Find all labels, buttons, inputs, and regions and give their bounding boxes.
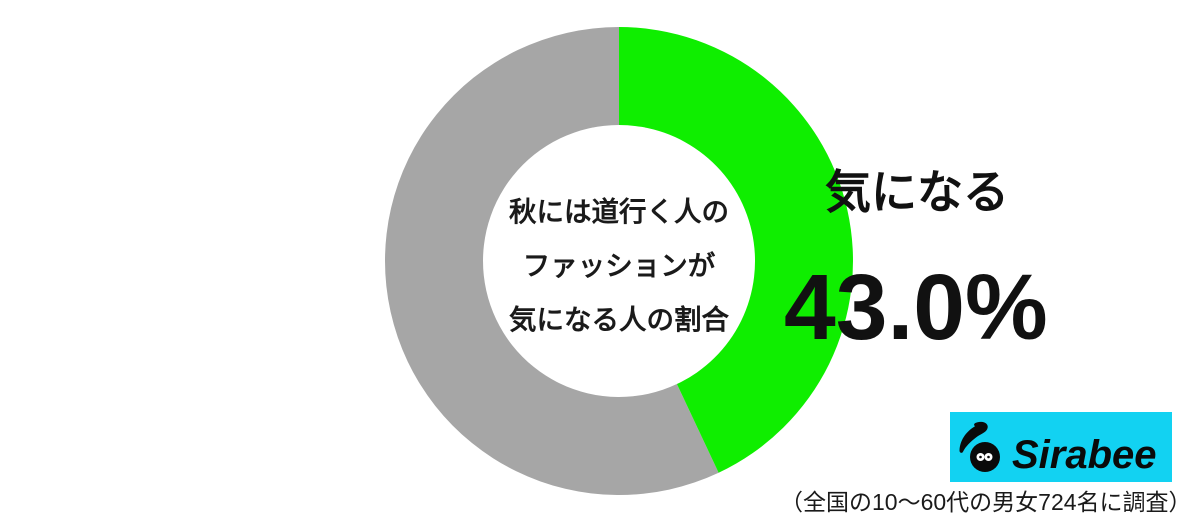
svg-text:Sirabee: Sirabee [1012, 433, 1157, 477]
